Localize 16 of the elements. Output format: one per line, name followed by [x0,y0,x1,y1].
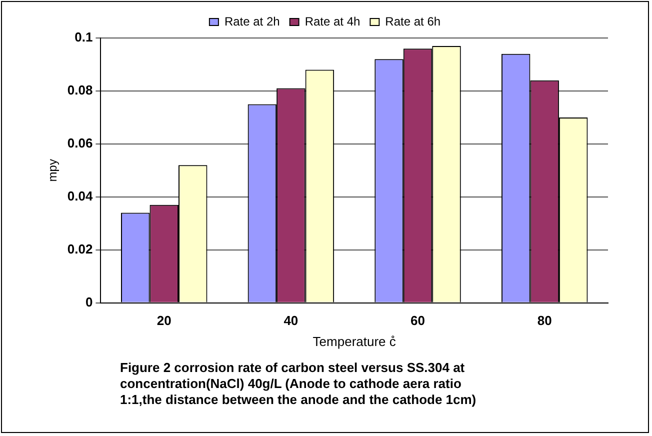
legend-label: Rate at 2h [224,14,280,28]
y-tick-label: 0.08 [67,82,93,98]
y-tick-label: 0.04 [67,188,94,204]
y-tick-label: 0.1 [74,30,93,45]
y-tick-label: 0 [85,294,93,310]
caption: Figure 2 corrosion rate of carbon steel versus SS.304 at concentration(NaCl) 40g/L (Anode to cathode aera ratio 1:1,the distance between the anode and the cathode 1cm) [120,360,478,408]
legend-label: Rate at 4h [304,14,360,28]
legend-label: Rate at 6h [385,14,441,28]
y-tick-label: 0.06 [67,136,93,150]
x-tick-label: 20 [156,313,172,328]
x-tick-label: 80 [537,313,552,328]
x-tick-label: 60 [410,313,425,328]
y-axis-title: mpy [46,159,60,182]
x-tick-label: 40 [284,313,298,328]
y-tick-label: 0.02 [67,241,93,256]
x-axis-title: Temperature c̊ [312,334,396,349]
